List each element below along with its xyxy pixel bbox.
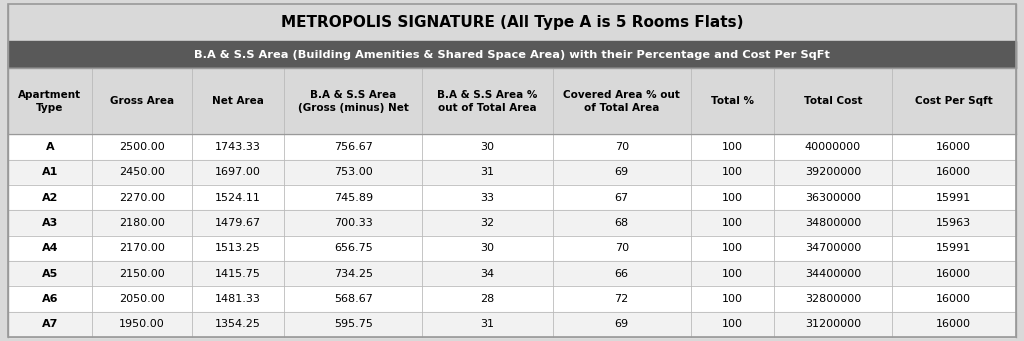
Text: 100: 100 (722, 142, 742, 152)
Text: 100: 100 (722, 319, 742, 329)
Text: 34800000: 34800000 (805, 218, 861, 228)
Text: 16000: 16000 (936, 142, 972, 152)
Text: 568.67: 568.67 (334, 294, 373, 304)
Text: 2450.00: 2450.00 (119, 167, 165, 177)
Text: A: A (45, 142, 54, 152)
Text: 1513.25: 1513.25 (215, 243, 261, 253)
Text: 16000: 16000 (936, 294, 972, 304)
Text: 34700000: 34700000 (805, 243, 861, 253)
Text: 656.75: 656.75 (334, 243, 373, 253)
Text: 734.25: 734.25 (334, 269, 373, 279)
Text: 30: 30 (480, 243, 495, 253)
Text: B.A & S.S Area %
out of Total Area: B.A & S.S Area % out of Total Area (437, 90, 538, 113)
Text: B.A & S.S Area (Building Amenities & Shared Space Area) with their Percentage an: B.A & S.S Area (Building Amenities & Sha… (195, 50, 829, 60)
Text: 70: 70 (614, 243, 629, 253)
Text: 15991: 15991 (936, 243, 972, 253)
Text: A4: A4 (42, 243, 58, 253)
Text: A6: A6 (42, 294, 58, 304)
Text: 32800000: 32800000 (805, 294, 861, 304)
Text: 745.89: 745.89 (334, 193, 373, 203)
Text: 2050.00: 2050.00 (119, 294, 165, 304)
Text: 40000000: 40000000 (805, 142, 861, 152)
Bar (8, 312, 1016, 337)
Text: 700.33: 700.33 (334, 218, 373, 228)
Text: Net Area: Net Area (212, 97, 264, 106)
Text: 100: 100 (722, 269, 742, 279)
Text: 31: 31 (480, 319, 495, 329)
Text: 69: 69 (614, 319, 629, 329)
Text: A1: A1 (42, 167, 58, 177)
Text: 68: 68 (614, 218, 629, 228)
Bar (8, 134, 1016, 160)
Bar (8, 236, 1016, 261)
Text: 100: 100 (722, 243, 742, 253)
Text: 15991: 15991 (936, 193, 972, 203)
Text: 2150.00: 2150.00 (119, 269, 165, 279)
Text: METROPOLIS SIGNATURE (All Type A is 5 Rooms Flats): METROPOLIS SIGNATURE (All Type A is 5 Ro… (281, 15, 743, 30)
Text: 100: 100 (722, 167, 742, 177)
Text: 100: 100 (722, 218, 742, 228)
Text: 2170.00: 2170.00 (119, 243, 165, 253)
Bar (8, 160, 1016, 185)
Text: 1697.00: 1697.00 (215, 167, 261, 177)
Text: 16000: 16000 (936, 269, 972, 279)
Text: Covered Area % out
of Total Area: Covered Area % out of Total Area (563, 90, 680, 113)
Bar (8, 185, 1016, 210)
Text: 1354.25: 1354.25 (215, 319, 261, 329)
Text: Apartment
Type: Apartment Type (18, 90, 81, 113)
Text: 1950.00: 1950.00 (119, 319, 165, 329)
Text: Cost Per Sqft: Cost Per Sqft (914, 97, 992, 106)
Text: 1481.33: 1481.33 (215, 294, 261, 304)
Text: 595.75: 595.75 (334, 319, 373, 329)
Text: Gross Area: Gross Area (110, 97, 174, 106)
Text: 34400000: 34400000 (805, 269, 861, 279)
Text: 15963: 15963 (936, 218, 972, 228)
Text: 66: 66 (614, 269, 629, 279)
Bar (8, 286, 1016, 312)
Text: 2500.00: 2500.00 (119, 142, 165, 152)
Text: 100: 100 (722, 294, 742, 304)
Text: A3: A3 (42, 218, 58, 228)
Text: 33: 33 (480, 193, 495, 203)
Text: A7: A7 (42, 319, 58, 329)
Text: 28: 28 (480, 294, 495, 304)
Text: 1743.33: 1743.33 (215, 142, 261, 152)
Text: 34: 34 (480, 269, 495, 279)
Text: 36300000: 36300000 (805, 193, 861, 203)
Text: B.A & S.S Area
(Gross (minus) Net: B.A & S.S Area (Gross (minus) Net (298, 90, 409, 113)
Text: 32: 32 (480, 218, 495, 228)
Text: 1479.67: 1479.67 (215, 218, 261, 228)
Text: 756.67: 756.67 (334, 142, 373, 152)
Text: 30: 30 (480, 142, 495, 152)
Text: 39200000: 39200000 (805, 167, 861, 177)
Bar (8, 261, 1016, 286)
Text: A5: A5 (42, 269, 58, 279)
Text: 2270.00: 2270.00 (119, 193, 165, 203)
Bar (8, 41, 1016, 68)
Text: Total Cost: Total Cost (804, 97, 862, 106)
Text: 1415.75: 1415.75 (215, 269, 261, 279)
Text: 2180.00: 2180.00 (119, 218, 165, 228)
Text: 72: 72 (614, 294, 629, 304)
Bar (8, 210, 1016, 236)
Text: 100: 100 (722, 193, 742, 203)
Text: 69: 69 (614, 167, 629, 177)
Text: 16000: 16000 (936, 319, 972, 329)
Text: 1524.11: 1524.11 (215, 193, 261, 203)
Text: 31: 31 (480, 167, 495, 177)
Text: A2: A2 (42, 193, 58, 203)
Text: 31200000: 31200000 (805, 319, 861, 329)
Text: 753.00: 753.00 (334, 167, 373, 177)
Text: Total %: Total % (711, 97, 754, 106)
Text: 70: 70 (614, 142, 629, 152)
Text: 67: 67 (614, 193, 629, 203)
Text: 16000: 16000 (936, 167, 972, 177)
